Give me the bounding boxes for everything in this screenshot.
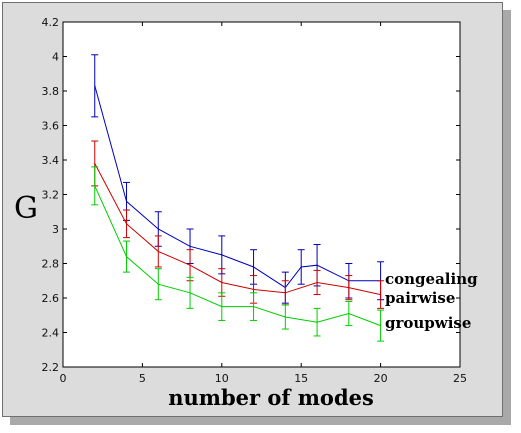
data-point [348,312,350,315]
data-point [284,316,286,318]
y-tick-label: 2.6 [42,292,60,305]
y-tick-label: 4 [52,51,59,64]
data-point [316,321,318,323]
data-point [157,283,159,285]
x-axis-label: number of modes [168,385,374,410]
y-tick-label: 3.2 [42,189,60,202]
data-point [348,287,350,289]
data-point [252,288,255,290]
series-groupwise [91,166,385,342]
data-point [189,264,191,266]
y-tick-label: 3 [52,223,59,236]
data-point [189,292,191,294]
data-point [94,85,96,87]
data-point [252,306,255,308]
x-tick-label: 0 [60,372,67,385]
y-tick-label: 2.8 [42,258,60,271]
data-point [316,264,318,266]
y-tick-label: 3.6 [42,120,60,133]
data-point [284,292,286,294]
x-tick-label: 25 [453,372,467,385]
axis-ticks: 0 5 10 15 20 25 2.2 2.4 2.6 2.8 3 3.2 3.4 3.6 3.8 4 4.2 [42,16,468,385]
y-tick-label: 2.2 [42,361,60,374]
data-point [221,254,223,256]
y-axis-label: G [14,191,38,226]
y-tick-label: 4.2 [42,16,60,29]
series-layer [91,54,385,342]
data-point [125,256,128,258]
data-point [252,266,255,268]
x-tick-label: 15 [294,372,308,385]
legend-label-pairwise: pairwise [385,289,455,307]
legend-label-groupwise: groupwise [385,314,471,332]
legend-label-congealing: congealing [385,270,478,288]
data-point [300,266,302,268]
data-point [221,306,223,308]
data-point [157,228,159,230]
data-point [316,281,318,284]
data-point [94,185,96,187]
y-tick-label: 3.4 [42,154,60,167]
data-point [380,325,382,327]
series-line-pairwise [94,163,381,296]
y-tick-label: 3.8 [42,85,60,98]
data-point [380,293,382,296]
data-point [125,223,128,225]
data-point [157,250,159,253]
series-pairwise [91,140,385,309]
x-tick-label: 10 [215,372,229,385]
series-line-groupwise [94,185,381,327]
y-tick-label: 2.4 [42,327,60,340]
x-tick-label: 5 [139,372,146,385]
data-point [125,200,128,202]
data-point [189,245,191,247]
x-tick-label: 20 [374,372,388,385]
data-point [221,281,223,284]
data-point [94,162,96,165]
